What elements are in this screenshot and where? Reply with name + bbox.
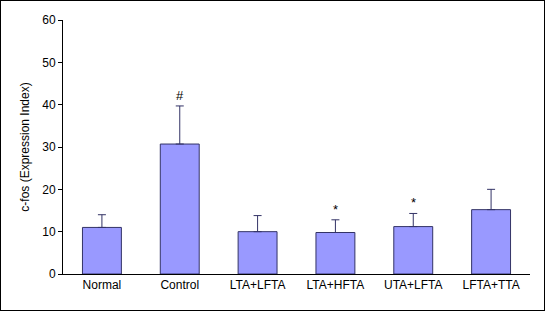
svg-text:*: * bbox=[333, 202, 338, 217]
svg-text:Normal: Normal bbox=[83, 278, 122, 292]
svg-text:#: # bbox=[176, 88, 184, 103]
svg-text:50: 50 bbox=[42, 56, 56, 70]
svg-text:Control: Control bbox=[160, 278, 199, 292]
svg-text:60: 60 bbox=[42, 13, 56, 27]
svg-text:0: 0 bbox=[49, 267, 56, 281]
svg-text:LFTA+TTA: LFTA+TTA bbox=[462, 278, 519, 292]
svg-text:LTA+LFTA: LTA+LFTA bbox=[230, 278, 286, 292]
svg-text:UTA+LFTA: UTA+LFTA bbox=[384, 278, 443, 292]
svg-text:LTA+HFTA: LTA+HFTA bbox=[307, 278, 365, 292]
svg-text:*: * bbox=[411, 195, 416, 210]
svg-text:40: 40 bbox=[42, 98, 56, 112]
svg-text:10: 10 bbox=[42, 225, 56, 239]
svg-text:30: 30 bbox=[42, 140, 56, 154]
svg-text:c-fos (Expression Index): c-fos (Expression Index) bbox=[18, 82, 32, 211]
svg-text:20: 20 bbox=[42, 183, 56, 197]
